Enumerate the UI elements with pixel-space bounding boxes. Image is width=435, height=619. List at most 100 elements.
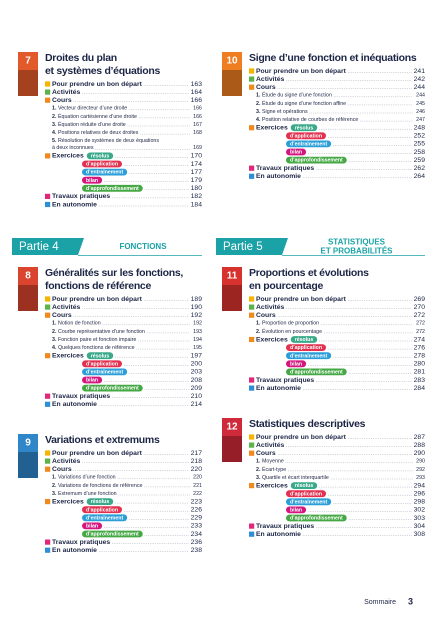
tag-label: d’application [86,507,118,513]
exercise-tag: résolus [290,336,318,343]
section-number: 4. [256,117,261,123]
chapter-title: Droites du plan [45,52,117,64]
entry-label: Pour prendre un bon départ [256,434,347,441]
entry-label: Travaux pratiques [256,523,314,530]
entry-label: Exercices [52,498,84,505]
entry-marker [249,84,255,90]
exercise-tag: résolus [86,498,114,505]
entry-label: Cours [256,450,276,457]
entry-marker [249,450,255,456]
section-label: Évolution en pourcentage [262,328,322,335]
entry-label: Cours [52,466,72,473]
tag-label: d’application [86,361,118,367]
exercise-tag: bilan [82,176,103,184]
entry-marker [45,401,51,407]
chapter-number: 8 [25,271,31,282]
section-label: Étude du signe d’une fonction affine [262,100,346,107]
page-number: 278 [414,352,426,359]
page-number: 234 [191,531,203,538]
section-number: 4. [52,130,57,136]
entry-marker [249,173,255,179]
page-number: 223 [191,498,203,505]
section-label: Courbe représentative d’une fonction [58,329,145,335]
tag-background [86,498,114,505]
page-number: 214 [191,401,203,408]
page-number: 244 [416,93,425,99]
entry-marker [45,153,51,159]
page-number: 200 [191,361,203,368]
entry-marker [45,353,51,359]
page-number: 166 [191,97,203,104]
section-label: Résolution de systèmes de deux équations [58,138,159,144]
entry-label: Pour prendre un bon départ [256,296,347,303]
tag-background [82,506,122,514]
tag-label: résolus [91,499,110,505]
page-number: 218 [191,458,203,465]
page-number: 288 [414,442,426,449]
tag-label: résolus [295,483,314,489]
page-number: 290 [414,450,426,457]
section-number: 2. [52,114,57,120]
chapter-badge-image [222,70,242,96]
page-number: 177 [191,169,203,176]
page-number: 242 [414,76,426,83]
entry-marker [45,97,51,103]
chapter-badge [222,52,242,96]
page-number: 169 [193,145,202,151]
page-number: 290 [416,459,425,465]
entry-marker [45,201,51,208]
section-label: Extremum d’une fonction [58,491,117,497]
page-number: 241 [414,68,426,75]
tag-label: résolus [91,353,110,359]
entry-marker [45,466,51,472]
chapter-number: 7 [25,56,31,67]
page-number: 170 [191,153,203,160]
tag-background [286,140,332,148]
section-number: 3. [52,491,57,497]
entry-marker [45,296,51,302]
page-number: 244 [414,84,426,91]
part-banner [12,238,84,255]
section-number: 3. [52,337,57,343]
entry-marker [249,434,255,440]
page-number: 209 [191,385,203,392]
entry-label: En autonomie [256,385,301,392]
page-number: 272 [416,321,425,327]
section-number: 2. [52,329,57,335]
chapter-badge [18,52,38,96]
tag-background [286,514,347,522]
entry-marker [249,523,255,529]
page-number: 220 [193,475,202,481]
tag-background [82,360,122,368]
tag-background [286,344,326,351]
entry-label: Pour prendre un bon départ [256,68,347,75]
entry-marker [249,483,255,489]
tag-label: bilan [86,523,98,529]
exercise-tag: d’application [286,132,326,139]
section-label: Proportion de proportion [262,321,319,327]
entry-label: Exercices [52,153,84,160]
chapter-number: 11 [227,271,238,282]
exercise-tag: d’approfondissement [82,184,143,192]
exercise-tag: d’entraînement [82,368,128,376]
page-number: 292 [416,467,425,473]
tag-background [82,368,128,376]
page-number: 270 [414,304,426,311]
entry-marker [249,385,255,391]
entry-marker [45,393,51,399]
tag-label: bilan [290,361,302,367]
tag-background [82,168,128,176]
tag-label: d’approfondissement [86,186,139,192]
entry-label: Activités [52,89,81,96]
entry-label: Cours [52,312,72,319]
tag-label: d’entraînement [290,353,327,359]
tag-background [286,506,307,514]
page-number: 210 [191,393,203,400]
entry-marker [45,499,51,505]
chapter-badge [18,267,38,311]
entry-label: Pour prendre un bon départ [52,296,143,303]
exercise-tag: résolus [290,482,318,489]
tag-background [82,514,128,522]
